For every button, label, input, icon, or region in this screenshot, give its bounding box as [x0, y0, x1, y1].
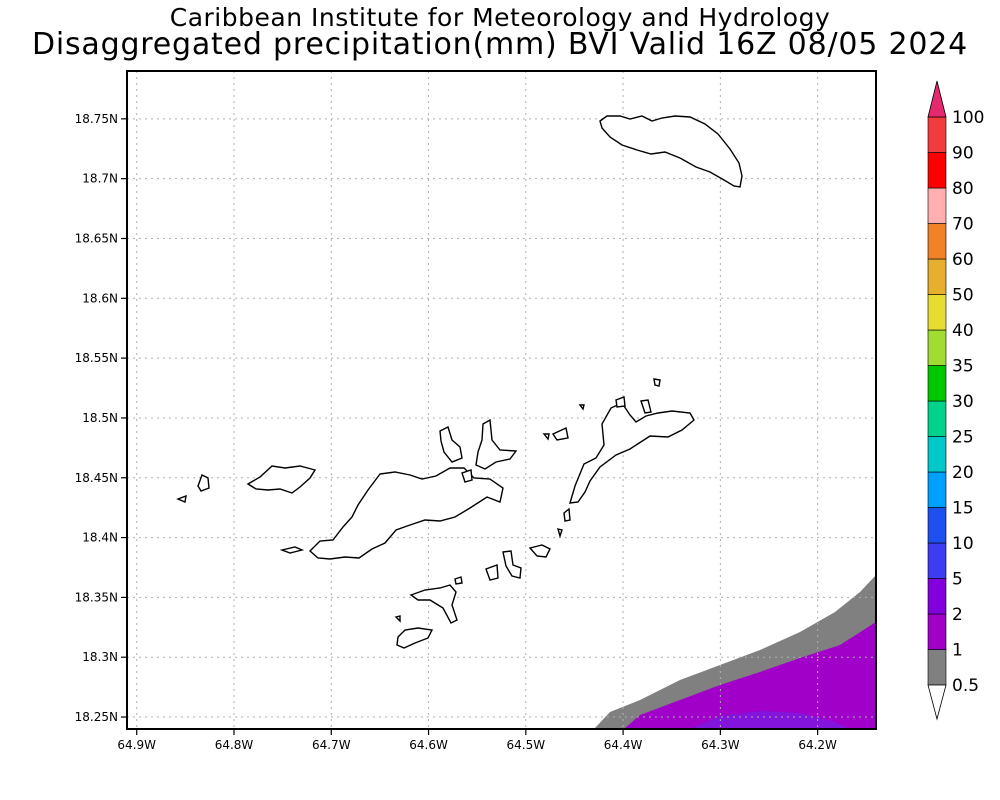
- y-tick-label: 18.55N: [75, 351, 118, 365]
- colorbar-label: 50: [952, 286, 974, 306]
- colorbar-bin: [927, 400, 947, 437]
- colorbar-label: 0.5: [952, 676, 979, 696]
- x-tick-label: 64.3W: [701, 738, 740, 752]
- colorbar-bin: [927, 187, 947, 224]
- y-tick-label: 18.35N: [75, 590, 118, 604]
- x-tick-label: 64.2W: [798, 738, 837, 752]
- island-ginger: [528, 544, 551, 558]
- y-tick-label: 18.7N: [82, 172, 118, 186]
- colorbar-bin: [927, 542, 947, 579]
- colorbar-label: 20: [952, 463, 974, 483]
- map-axes: 64.9W 64.8W 64.7W 64.6W 64.5W 64.4W 64.3W 64.2W…: [75, 112, 837, 752]
- colorbar-label: 70: [952, 215, 974, 235]
- colorbar-bin: [927, 223, 947, 260]
- colorbar-bin: [927, 507, 947, 544]
- colorbar-bin: [927, 258, 947, 295]
- island-layer: [176, 115, 743, 649]
- colorbar-label: 90: [952, 144, 974, 164]
- islet-broken-jerusalem: [556, 528, 563, 539]
- colorbar-bin: [927, 294, 947, 331]
- island-guana: [439, 426, 463, 463]
- colorbar-bin: [927, 116, 947, 153]
- y-tick-label: 18.4N: [82, 531, 118, 545]
- islet-fallen-jerusalem: [563, 507, 571, 522]
- colorbar-bin: [927, 436, 947, 473]
- precipitation-layer: [594, 575, 876, 729]
- y-tick-label: 18.5N: [82, 411, 118, 425]
- islet-north-2: [578, 404, 585, 411]
- x-tick-label: 64.6W: [409, 738, 448, 752]
- x-tick-label: 64.8W: [215, 738, 254, 752]
- colorbar-upper-extension: [927, 80, 947, 118]
- precip-area-2-5mm: [690, 711, 850, 729]
- colorbar-label: 60: [952, 250, 974, 270]
- colorbar-label: 5: [952, 570, 963, 590]
- islet-necker: [653, 378, 661, 387]
- chart-title-line-2: Disaggregated precipitation(mm) BVI Vali…: [31, 27, 969, 62]
- colorbar-label: 40: [952, 321, 974, 341]
- colorbar-bin: [927, 578, 947, 615]
- island-marina-cay: [461, 469, 473, 483]
- colorbar-bin: [927, 471, 947, 508]
- islet-prickly-pear: [615, 396, 626, 408]
- islet-eustatia: [551, 426, 569, 441]
- colorbar-label: 30: [952, 392, 974, 412]
- x-tick-label: 64.7W: [312, 738, 351, 752]
- island-great-camanoe: [475, 418, 518, 470]
- colorbar-label: 2: [952, 605, 963, 625]
- island-anegada: [599, 115, 743, 188]
- colorbar-label: 80: [952, 179, 974, 199]
- y-tick-label: 18.45N: [75, 471, 118, 485]
- colorbar-label: 15: [952, 499, 974, 519]
- colorbar-bin: [927, 649, 947, 686]
- colorbar-label: 100: [952, 108, 984, 128]
- island-virgin-gorda: [569, 402, 695, 504]
- map-frame: [126, 70, 877, 730]
- y-tick-label: 18.6N: [82, 291, 118, 305]
- chart-title-line-1: Caribbean Institute for Meteorology and …: [169, 3, 831, 32]
- island-norman: [396, 627, 434, 649]
- islet-frenchman: [279, 546, 305, 554]
- colorbar-bin: [927, 365, 947, 402]
- islet-west: [176, 494, 187, 503]
- colorbar-lower-extension: [927, 684, 947, 721]
- y-tick-label: 18.3N: [82, 650, 118, 664]
- colorbar-bin: [927, 152, 947, 189]
- precip-area-1-2mm: [624, 622, 876, 729]
- islet-north-1: [542, 433, 550, 441]
- colorbar-bin: [927, 613, 947, 650]
- island-cooper: [502, 550, 522, 579]
- island-peter: [409, 584, 458, 624]
- island-jost-van-dyke: [246, 465, 317, 494]
- colorbar-label: 10: [952, 534, 974, 554]
- islet-mosquito: [640, 399, 652, 414]
- colorbar-label: 35: [952, 357, 974, 377]
- colorbar-label: 1: [952, 641, 963, 661]
- colorbar-bin: [927, 329, 947, 366]
- island-salt: [485, 564, 499, 581]
- y-tick-label: 18.65N: [75, 231, 118, 245]
- y-tick-label: 18.75N: [75, 112, 118, 126]
- map-grid: [127, 71, 876, 729]
- islet-pelican: [394, 615, 401, 623]
- x-tick-label: 64.4W: [604, 738, 643, 752]
- y-tick-label: 18.25N: [75, 710, 118, 724]
- island-little-jost: [197, 474, 210, 492]
- colorbar-label: 25: [952, 428, 974, 448]
- x-tick-label: 64.5W: [507, 738, 546, 752]
- x-tick-label: 64.9W: [117, 738, 156, 752]
- island-tortola: [308, 467, 504, 560]
- islet-dead-chest: [454, 576, 463, 585]
